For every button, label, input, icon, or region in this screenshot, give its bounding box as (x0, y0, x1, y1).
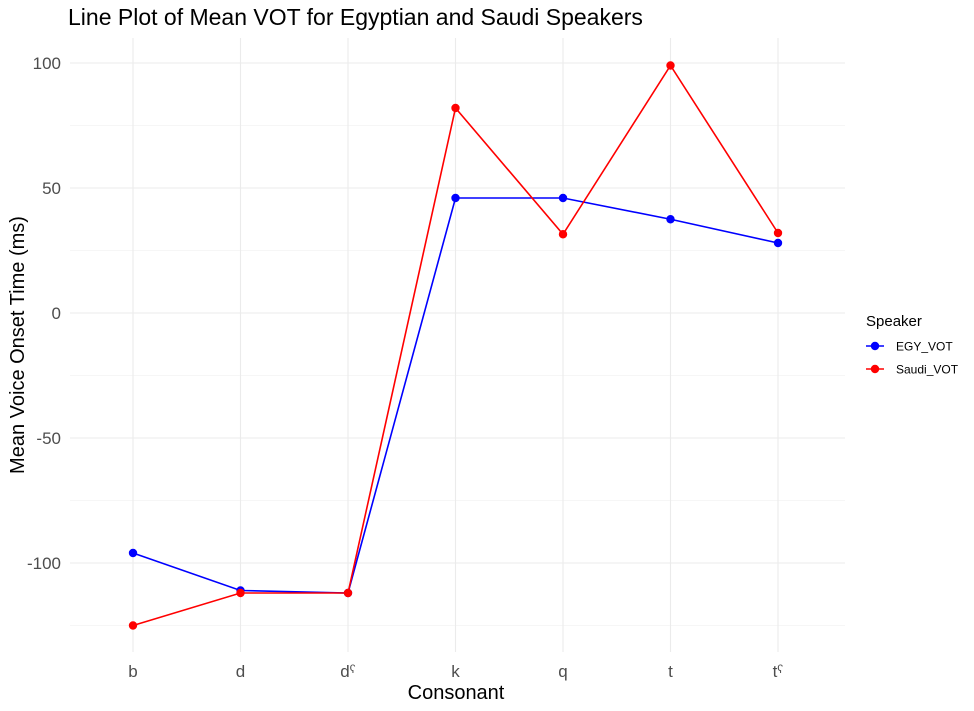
data-point (236, 588, 245, 598)
x-axis-title: Consonant (408, 682, 505, 704)
data-point (773, 228, 783, 238)
data-point (666, 215, 675, 224)
x-tick-label: k (451, 662, 460, 681)
legend-label: EGY_VOT (896, 340, 953, 354)
y-axis-title: Mean Voice Onset Time (ms) (7, 216, 29, 474)
y-tick-label: 50 (42, 179, 61, 198)
y-tick-label: 0 (52, 304, 61, 323)
chart-title: Line Plot of Mean VOT for Egyptian and S… (68, 4, 643, 30)
x-tick-label: tˤ (773, 662, 784, 681)
legend-key-point (870, 364, 880, 374)
y-tick-label: 100 (33, 54, 61, 73)
data-point (451, 193, 460, 203)
data-point (666, 61, 675, 70)
series-layer (128, 61, 783, 630)
data-point (451, 103, 460, 113)
legend-items: EGY_VOT Saudi_VOT (866, 340, 959, 377)
x-tick-label: dˤ (340, 662, 355, 681)
data-point (128, 621, 138, 630)
x-tick-label: t (668, 662, 673, 681)
legend-key-point (870, 341, 880, 351)
legend: Speaker EGY_VOT Saudi_VOT (866, 313, 959, 377)
data-point (558, 193, 568, 203)
axis-layer: -100 -50 0 50 100 b d dˤ k q t tˤ (27, 54, 783, 681)
legend-label: Saudi_VOT (896, 363, 959, 377)
data-point (128, 548, 138, 558)
y-tick-label: -50 (36, 429, 61, 448)
x-tick-label: d (236, 662, 245, 681)
x-tick-label: b (128, 662, 137, 681)
grid-layer (70, 38, 845, 652)
data-point (773, 238, 783, 248)
x-tick-label: q (558, 662, 567, 681)
data-point (343, 588, 353, 598)
y-tick-label: -100 (27, 554, 61, 573)
legend-title: Speaker (866, 313, 922, 330)
data-point (558, 230, 568, 239)
